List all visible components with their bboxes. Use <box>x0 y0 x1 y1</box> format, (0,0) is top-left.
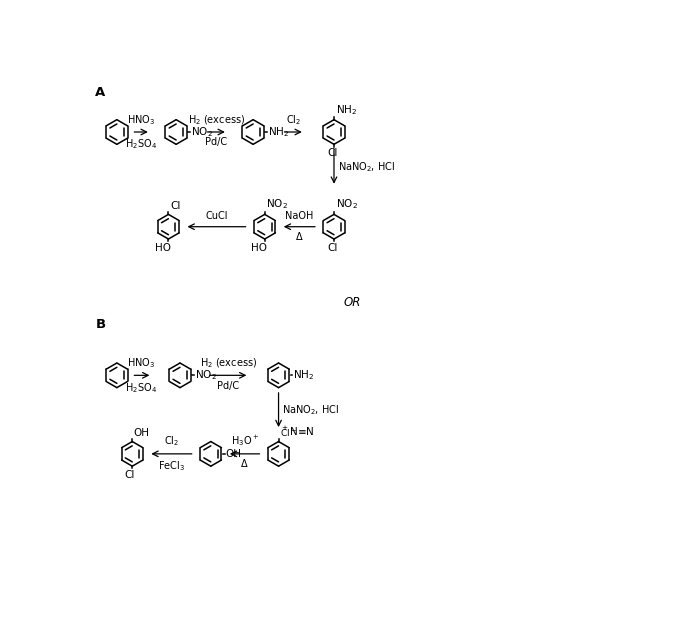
Text: NaOH: NaOH <box>285 211 313 221</box>
Text: $^+$N≡N: $^+$N≡N <box>280 426 315 438</box>
Text: OR: OR <box>344 295 361 309</box>
Text: NO$_2$: NO$_2$ <box>267 198 288 211</box>
Text: H$_2$ (excess): H$_2$ (excess) <box>200 357 257 370</box>
Text: Cl$_2$: Cl$_2$ <box>164 434 179 449</box>
Text: NaNO$_2$, HCl: NaNO$_2$, HCl <box>282 403 339 417</box>
Text: Pd/C: Pd/C <box>205 137 227 147</box>
Text: HO: HO <box>251 243 267 253</box>
Text: H$_2$ (excess): H$_2$ (excess) <box>188 113 245 126</box>
Text: Cl: Cl <box>170 202 181 211</box>
Text: NaNO$_2$, HCl: NaNO$_2$, HCl <box>338 160 395 174</box>
Text: Cl: Cl <box>328 148 338 158</box>
Text: OH: OH <box>225 449 241 459</box>
Text: Pd/C: Pd/C <box>218 381 240 390</box>
Text: NO$_2$: NO$_2$ <box>191 125 213 139</box>
Text: FeCl$_3$: FeCl$_3$ <box>158 459 185 473</box>
Text: HNO$_3$: HNO$_3$ <box>126 113 155 126</box>
Text: Cl: Cl <box>124 470 135 480</box>
Text: Cl$_2$: Cl$_2$ <box>286 113 301 126</box>
Text: NO$_2$: NO$_2$ <box>194 368 216 382</box>
Text: NH$_2$: NH$_2$ <box>268 125 289 139</box>
Text: B: B <box>95 318 105 330</box>
Text: H$_2$SO$_4$: H$_2$SO$_4$ <box>125 137 157 151</box>
Text: OH: OH <box>134 429 150 438</box>
Text: NH$_2$: NH$_2$ <box>293 368 315 382</box>
Text: H$_3$O$^+$: H$_3$O$^+$ <box>231 434 259 449</box>
Text: CuCl: CuCl <box>205 211 228 221</box>
Text: HO: HO <box>155 243 170 253</box>
Text: Δ: Δ <box>241 459 248 470</box>
Text: Cl$^-$: Cl$^-$ <box>280 427 297 438</box>
Text: Cl: Cl <box>328 243 338 253</box>
Text: NH$_2$: NH$_2$ <box>335 103 357 117</box>
Text: A: A <box>95 85 106 99</box>
Text: Δ: Δ <box>296 232 303 242</box>
Text: NO$_2$: NO$_2$ <box>335 198 357 211</box>
Text: HNO$_3$: HNO$_3$ <box>127 356 155 370</box>
Text: H$_2$SO$_4$: H$_2$SO$_4$ <box>126 381 157 394</box>
